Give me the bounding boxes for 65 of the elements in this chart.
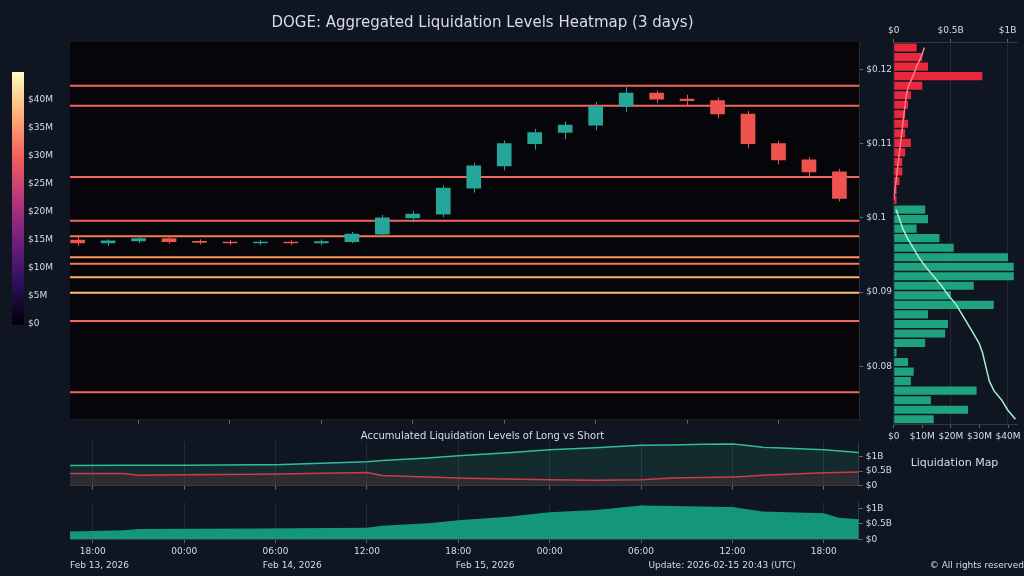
candlestick [496,140,512,171]
candlestick [649,89,664,104]
y-tick-label: $0.08 [866,360,893,371]
text: Feb 15, 2026 [455,560,515,570]
candlestick [466,162,482,194]
color-bar-label: $0 [28,318,40,329]
text: Update: 2026-02-15 20:43 (UTC) [648,560,796,570]
candlestick [710,97,725,119]
y-tick-label: $0.12 [866,63,892,74]
text: Liquidation Map [910,456,999,470]
x-tick-label: 00:00 [171,545,198,556]
x2-tick-label: $0.5B [937,24,964,35]
x-tick-label: 18:00 [810,545,838,556]
candlestick [100,240,116,247]
y-tick-label: $1B [865,502,884,513]
color-bar-label: $10M [28,262,53,273]
candlestick [131,235,146,244]
x-tick-label: 12:00 [353,545,381,556]
candlestick [527,128,543,151]
y-tick-label: $0.11 [866,137,892,148]
candlestick [192,238,207,246]
color-bar-label: $5M [28,290,48,301]
y-tick-label: $0.1 [866,212,887,223]
candlestick [679,94,695,106]
x-tick-label: 18:00 [445,545,472,556]
chart-title: Accumulated Liquidation Levels of Long vs Short [360,429,605,441]
x-tick-label: 12:00 [719,545,746,556]
candlestick [740,110,756,149]
text: Feb 13, 2026 [70,560,129,570]
candlestick [618,86,634,113]
x-tick-label: $0 [888,430,900,441]
chart-title: DOGE: Aggregated Liquidation Levels Heatmap (3 days) [271,12,694,31]
candlestick [314,238,329,246]
x-tick-label: $40M [995,430,1021,441]
x-tick-label: 18:00 [79,545,107,556]
color-bar-label: $20M [28,206,53,217]
color-bar-label: $35M [28,122,53,133]
color-bar-label: $40M [28,94,53,105]
y-tick-label: $1B [865,450,884,461]
y-tick-label: $0.5B [865,518,893,529]
candlestick [405,210,421,223]
x2-tick-label: $0 [888,24,900,35]
candlestick [588,101,603,131]
candlestick [344,231,360,242]
y-tick-label: $0 [865,533,878,544]
y-tick-label: $0 [865,479,878,490]
x-tick-label: 06:00 [628,545,655,556]
text: Feb 14, 2026 [262,560,322,570]
color-bar-label: $25M [28,178,53,189]
candlestick [801,156,817,177]
y-tick-label: $0.5B [865,465,893,476]
color-bar-label: $15M [28,234,53,245]
x-tick-label: $30M [966,430,992,441]
candlestick [771,140,786,165]
x-tick-label: 06:00 [262,545,289,556]
candlestick [435,184,451,218]
x-tick-label: $20M [938,430,964,441]
x-tick-label: 00:00 [536,545,563,556]
y-tick-label: $0.09 [866,286,893,297]
candlestick [375,214,390,237]
candlestick [161,238,177,245]
text: © All rights reserved [929,560,1024,570]
x-tick-label: $10M [909,430,935,441]
color-bar-label: $30M [28,150,53,161]
x2-tick-label: $1B [998,24,1017,35]
